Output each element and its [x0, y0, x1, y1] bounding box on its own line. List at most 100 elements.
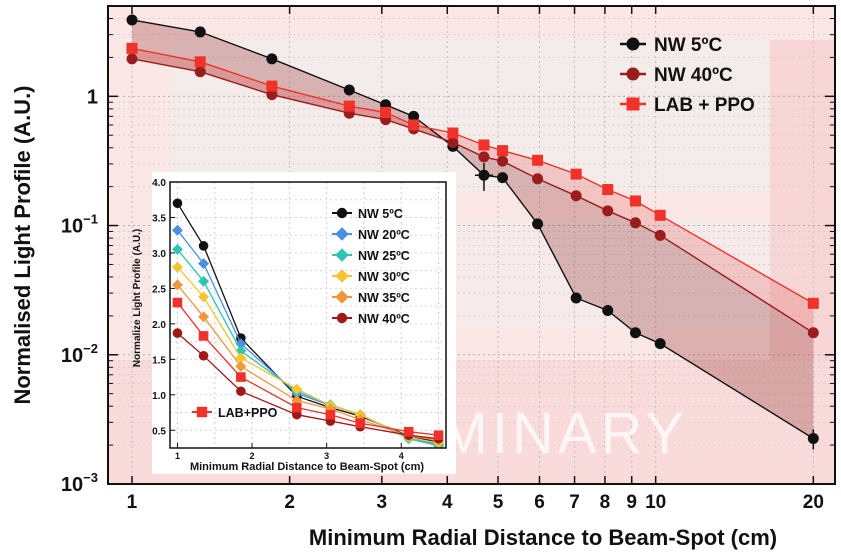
inset-series-lab-ppo [172, 297, 444, 441]
inset-data-point [172, 297, 183, 308]
inset-legend: NW 5ºC NW 20ºC NW 25ºC NW 30ºC NW 35ºC NW 40º… [192, 207, 410, 420]
x-tick-label: 1 [127, 492, 138, 513]
inset-y-tick-label: 1.0 [152, 391, 166, 402]
legend-label: NW 40ºC [654, 65, 733, 86]
x-tick-label: 2 [284, 492, 295, 513]
inset-legend-label: LAB+PPO [218, 406, 278, 420]
x-tick-label: 3 [377, 492, 388, 513]
x-tick-label: 7 [569, 492, 580, 513]
data-point [532, 218, 544, 230]
y-tick-label-value: 1 [87, 86, 98, 108]
inset-legend-label: NW 40ºC [358, 312, 410, 326]
inset-legend-marker [336, 312, 348, 324]
inset-series-line [176, 248, 439, 447]
data-point [497, 155, 509, 167]
legend-label: LAB + PPO [654, 95, 755, 116]
inset-data-point [236, 372, 246, 382]
x-tick-label: 20 [803, 492, 824, 513]
data-point [602, 184, 614, 196]
legend-item: LAB + PPO [620, 95, 755, 116]
data-point [447, 127, 459, 139]
main-shaded-bands [132, 19, 814, 439]
data-point [194, 26, 206, 38]
x-tick-label: 6 [534, 492, 545, 513]
legend-item: NW 5ºC [620, 35, 722, 56]
inset-legend-marker [336, 207, 348, 219]
data-point [126, 14, 138, 26]
inset-data-point [198, 331, 209, 341]
data-point [532, 154, 544, 166]
y-tick-label: 10−3 [61, 470, 98, 496]
data-point [447, 136, 459, 148]
inset-x-tick-label: 1 [175, 451, 180, 461]
data-point [478, 139, 490, 151]
legend-label: NW 5ºC [654, 35, 722, 56]
data-point [629, 327, 641, 339]
series-lab-ppo [126, 42, 819, 309]
inset-legend-marker [335, 269, 349, 283]
y-tick-label: 1 [87, 86, 98, 108]
inset-legend-label: NW 35ºC [358, 291, 410, 305]
data-point [497, 172, 509, 184]
inset-legend-item: NW 35ºC [332, 290, 410, 305]
inset-data-point [236, 333, 246, 343]
data-point [343, 84, 355, 96]
inset-x-tick-label: 4 [399, 451, 404, 461]
y-tick-label: 10−2 [61, 341, 98, 367]
inset-legend-item: NW 5ºC [332, 207, 403, 221]
legend-marker [626, 37, 640, 51]
legend-marker [626, 67, 640, 81]
data-point [570, 190, 582, 202]
inset-y-tick-label: 3.5 [152, 213, 166, 224]
inset-data-point [235, 352, 247, 364]
inset-y-tick-label: 4.0 [152, 178, 166, 189]
inset-data-point [235, 338, 247, 350]
inset-data-point [355, 418, 366, 428]
inset-y-tick-label: 3.0 [152, 249, 166, 260]
inset-data-point [235, 360, 247, 372]
data-point [570, 168, 582, 180]
data-point [602, 205, 614, 217]
inset-y-axis-title: Normalize Light Profile (A.U.) [132, 229, 143, 367]
inset-legend-item: NW 20ºC [332, 227, 410, 242]
data-point [629, 195, 641, 207]
data-point [478, 151, 490, 163]
x-axis-title: Minimum Radial Distance to Beam-Spot (cm… [309, 525, 777, 550]
inset-legend-label: NW 20ºC [358, 228, 410, 242]
data-point [408, 119, 420, 131]
inset-data-point [171, 261, 183, 273]
inset-legend-label: NW 5ºC [358, 207, 403, 221]
data-point [497, 145, 509, 157]
inset-y-tick-label: 2.0 [152, 320, 166, 331]
inset-legend-label: NW 30ºC [358, 270, 410, 284]
inset-data-point [171, 243, 183, 255]
inset-data-point [403, 426, 414, 437]
inset-data-point [292, 402, 302, 413]
data-point [266, 89, 278, 101]
data-point [602, 305, 614, 317]
data-point [629, 217, 641, 229]
legend-item: NW 40ºC [620, 65, 733, 86]
data-point [654, 209, 666, 221]
inset-data-point [171, 224, 183, 236]
inset-data-point [198, 241, 209, 251]
inset-data-point [198, 350, 209, 361]
inset-data-point [198, 311, 210, 323]
data-point [532, 173, 544, 185]
inset-legend-marker [335, 248, 349, 262]
inset-x-tick-label: 3 [324, 451, 329, 461]
data-point [126, 42, 138, 54]
x-tick-label: 5 [493, 492, 504, 513]
data-point [807, 297, 819, 309]
inset-axes: 1 2 3 4 0.5 1.0 1.5 2.0 2.5 3.0 3.5 4.0 Minimum Radi… [132, 178, 424, 473]
inset-legend-item: LAB+PPO [192, 406, 278, 420]
inset-y-tick-label: 1.5 [152, 355, 166, 366]
inset-data-point [172, 198, 183, 209]
inset-y-tick-label: 0.5 [152, 426, 166, 437]
inset-legend-label: NW 25ºC [358, 249, 410, 263]
inset-data-point [325, 409, 336, 420]
x-tick-label: 10 [645, 492, 666, 513]
data-point [570, 292, 582, 304]
inset-legend-item: NW 30ºC [332, 269, 410, 284]
inset-legend-item: NW 25ºC [332, 248, 410, 263]
